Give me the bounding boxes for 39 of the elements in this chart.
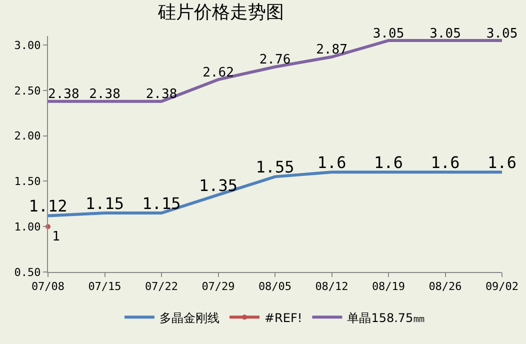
x-tick-label: 07/08 (31, 280, 65, 294)
y-tick-label: 2.00 (14, 130, 41, 143)
y-tick-label: 0.50 (14, 266, 41, 279)
x-tick-label: 07/22 (144, 280, 178, 294)
legend-label: 单晶158.75㎜ (347, 310, 426, 325)
x-tick-label: 09/02 (485, 280, 519, 294)
y-tick-label: 1.50 (14, 175, 41, 188)
data-label: 2.62 (202, 65, 234, 80)
data-label: 1.6 (317, 153, 346, 172)
data-label: 1 (52, 229, 60, 244)
y-tick-label: 1.00 (14, 220, 41, 234)
data-label: 1.6 (374, 153, 403, 172)
data-label: 3.05 (430, 26, 461, 42)
x-tick-label: 08/26 (428, 280, 462, 294)
data-label: 2.76 (259, 52, 291, 68)
data-label: 1.12 (28, 196, 68, 216)
data-label: 1.35 (198, 176, 238, 195)
x-tick-label: 08/19 (372, 280, 406, 294)
legend-label: #REF! (264, 310, 302, 325)
legend-label: 多晶金刚线 (160, 310, 220, 325)
data-label: 2.38 (146, 87, 178, 102)
data-label: 2.38 (48, 87, 80, 102)
data-label: 1.15 (142, 194, 181, 213)
x-tick-label: 07/15 (88, 280, 122, 294)
chart-title: 硅片价格走势图 (156, 2, 284, 23)
x-tick-label: 08/12 (315, 280, 348, 294)
data-label: 1.55 (256, 158, 294, 177)
x-tick-label: 07/29 (202, 280, 235, 294)
line-series (48, 39, 502, 103)
data-label: 1.15 (85, 194, 124, 213)
data-label: 3.05 (372, 26, 404, 42)
data-label: 1.6 (430, 153, 460, 172)
data-label: 2.38 (89, 87, 120, 102)
y-tick-label: 2.50 (14, 84, 41, 98)
y-tick-label: 3.00 (14, 38, 41, 52)
data-label: 2.87 (316, 42, 348, 58)
data-label: 1.6 (488, 153, 516, 172)
x-tick-label: 08/05 (258, 280, 292, 294)
data-label: 3.05 (486, 26, 518, 42)
